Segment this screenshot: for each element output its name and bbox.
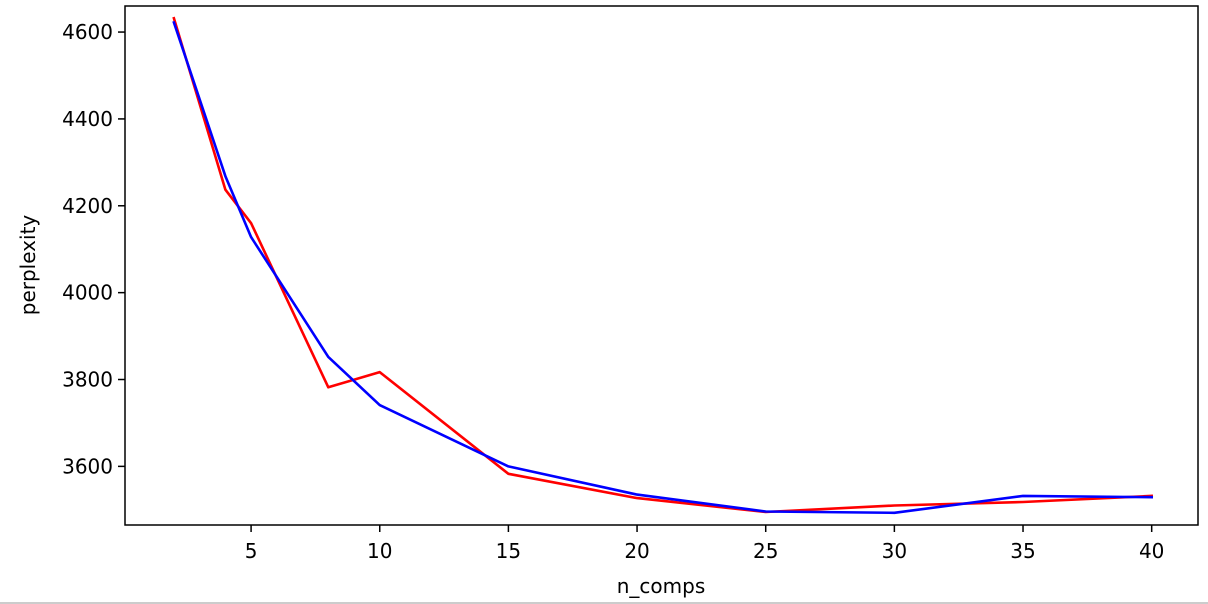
x-tick-label: 25 (753, 539, 778, 563)
y-tick-label: 4200 (62, 194, 113, 218)
series-line-1 (172, 16, 1154, 514)
x-tick-label: 40 (1139, 539, 1164, 563)
y-axis-ticks: 3600 3800 4000 4200 4400 4600 (62, 20, 125, 478)
x-axis-title: n_comps (617, 574, 706, 598)
series-layer (172, 16, 1154, 515)
x-tick-label: 10 (367, 539, 392, 563)
x-tick-label: 20 (624, 539, 649, 563)
x-axis-ticks: 5 10 15 20 25 30 35 40 (245, 525, 1164, 563)
plot-frame (124, 5, 1199, 526)
y-tick-label: 4600 (62, 20, 113, 44)
x-tick-label: 15 (496, 539, 521, 563)
y-axis-title: perplexity (16, 215, 40, 316)
y-tick-label: 4400 (62, 107, 113, 131)
y-tick-label: 4000 (62, 281, 113, 305)
y-tick-label: 3600 (62, 454, 113, 478)
x-tick-label: 5 (245, 539, 258, 563)
x-tick-label: 35 (1010, 539, 1035, 563)
y-tick-label: 3800 (62, 368, 113, 392)
x-tick-label: 30 (882, 539, 907, 563)
series-line-2 (172, 20, 1154, 515)
